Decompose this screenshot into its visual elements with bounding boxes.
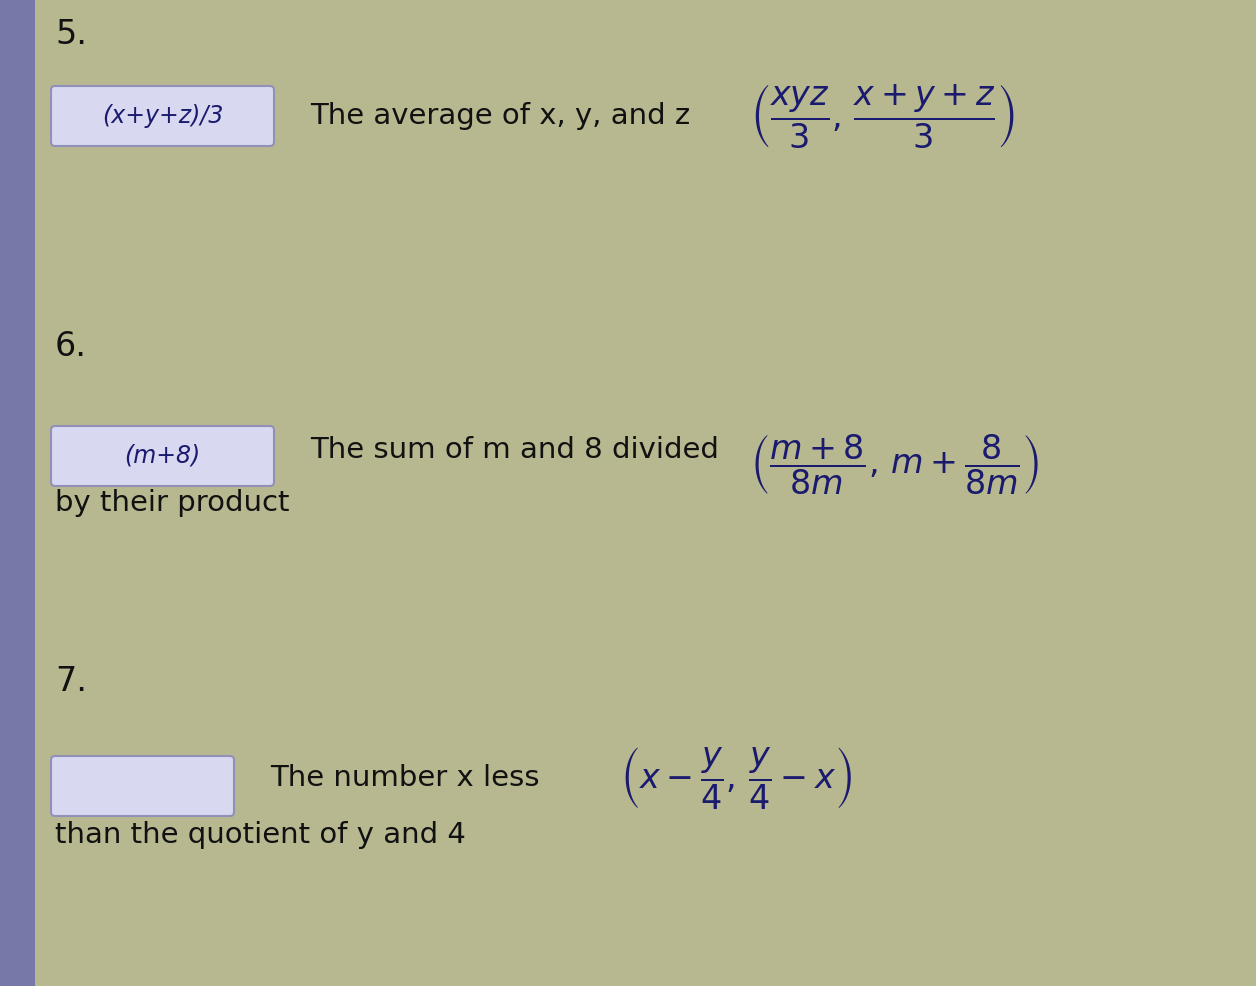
Text: The number x less: The number x less xyxy=(270,764,540,792)
FancyBboxPatch shape xyxy=(51,756,234,816)
Text: The average of x, y, and z: The average of x, y, and z xyxy=(310,102,690,130)
Text: 6.: 6. xyxy=(55,330,87,363)
Text: The sum of m and 8 divided: The sum of m and 8 divided xyxy=(310,436,718,464)
FancyBboxPatch shape xyxy=(0,0,35,986)
Text: $\left(x-\dfrac{y}{4},\,\dfrac{y}{4}-x\right)$: $\left(x-\dfrac{y}{4},\,\dfrac{y}{4}-x\r… xyxy=(620,745,852,811)
Text: 7.: 7. xyxy=(55,665,87,698)
Text: than the quotient of y and 4: than the quotient of y and 4 xyxy=(55,821,466,849)
FancyBboxPatch shape xyxy=(51,86,274,146)
Text: by their product: by their product xyxy=(55,489,289,517)
Text: $\left(\dfrac{xyz}{3},\,\dfrac{x+y+z}{3}\right)$: $\left(\dfrac{xyz}{3},\,\dfrac{x+y+z}{3}… xyxy=(750,82,1015,150)
Text: 5.: 5. xyxy=(55,18,87,51)
Text: $\left(\dfrac{m+8}{8m},\,m+\dfrac{8}{8m}\right)$: $\left(\dfrac{m+8}{8m},\,m+\dfrac{8}{8m}… xyxy=(750,433,1040,497)
FancyBboxPatch shape xyxy=(51,426,274,486)
Text: (x+y+z)/3: (x+y+z)/3 xyxy=(102,104,224,128)
Text: (m+8): (m+8) xyxy=(124,444,201,468)
